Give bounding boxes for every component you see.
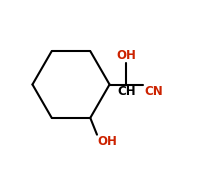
Text: OH: OH bbox=[98, 136, 118, 149]
Text: CH: CH bbox=[117, 85, 136, 98]
Text: OH: OH bbox=[116, 49, 136, 62]
Text: CN: CN bbox=[144, 85, 163, 98]
